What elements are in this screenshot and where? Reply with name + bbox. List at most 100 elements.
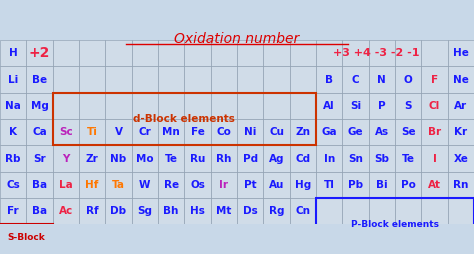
Text: Pt: Pt	[244, 180, 256, 190]
Text: Mt: Mt	[216, 206, 231, 216]
Bar	[210, 40, 237, 67]
Bar	[237, 172, 264, 198]
Text: La: La	[59, 180, 73, 190]
Text: Db: Db	[110, 206, 127, 216]
Text: S: S	[404, 101, 412, 111]
Bar	[27, 119, 53, 146]
Bar	[0, 198, 27, 225]
Bar	[369, 119, 395, 146]
Text: Pd: Pd	[243, 154, 258, 164]
Bar	[184, 40, 210, 67]
Bar	[447, 119, 474, 146]
Bar	[79, 40, 105, 67]
Text: Ta: Ta	[112, 180, 125, 190]
Bar	[237, 67, 264, 93]
Bar	[447, 172, 474, 198]
Text: Sg: Sg	[137, 206, 152, 216]
Bar	[210, 67, 237, 93]
Bar	[79, 93, 105, 119]
Text: Ne: Ne	[453, 75, 469, 85]
Bar	[395, 93, 421, 119]
Bar	[210, 93, 237, 119]
Text: Cn: Cn	[295, 206, 310, 216]
Bar	[132, 40, 158, 67]
Bar	[53, 67, 79, 93]
Bar	[264, 93, 290, 119]
Bar	[342, 119, 369, 146]
Text: At: At	[428, 180, 441, 190]
Text: W: W	[139, 180, 151, 190]
Bar	[184, 172, 210, 198]
Bar	[342, 67, 369, 93]
Bar	[447, 93, 474, 119]
Text: Te: Te	[164, 154, 178, 164]
Bar	[342, 146, 369, 172]
Bar	[316, 119, 342, 146]
Text: Kr: Kr	[454, 127, 467, 137]
Bar	[0, 146, 27, 172]
Bar	[210, 198, 237, 225]
Bar	[158, 198, 184, 225]
Text: Y: Y	[62, 154, 70, 164]
Bar	[184, 93, 210, 119]
Text: Zn: Zn	[295, 127, 310, 137]
Text: Sr: Sr	[33, 154, 46, 164]
Text: Hf: Hf	[85, 180, 99, 190]
Bar	[237, 146, 264, 172]
Text: K: K	[9, 127, 17, 137]
Bar	[132, 67, 158, 93]
Text: Cl: Cl	[429, 101, 440, 111]
Text: Sc: Sc	[59, 127, 73, 137]
Text: P-Block elements: P-Block elements	[351, 220, 439, 229]
Bar	[421, 119, 447, 146]
Text: Mn: Mn	[162, 127, 180, 137]
Text: Al: Al	[323, 101, 335, 111]
Text: Pb: Pb	[348, 180, 363, 190]
Bar	[210, 146, 237, 172]
Bar	[237, 93, 264, 119]
Bar	[158, 40, 184, 67]
Bar	[264, 172, 290, 198]
Bar	[105, 198, 132, 225]
Bar	[158, 146, 184, 172]
Text: F: F	[431, 75, 438, 85]
Text: Ca: Ca	[32, 127, 47, 137]
Bar	[53, 172, 79, 198]
Bar	[184, 119, 210, 146]
Bar	[27, 172, 53, 198]
Text: Na: Na	[5, 101, 21, 111]
Text: Ir: Ir	[219, 180, 228, 190]
Bar	[395, 198, 421, 225]
Bar	[264, 198, 290, 225]
Bar	[342, 172, 369, 198]
Bar	[132, 172, 158, 198]
Bar	[421, 40, 447, 67]
Bar	[421, 146, 447, 172]
Bar	[79, 172, 105, 198]
Bar	[105, 67, 132, 93]
Text: d-Block elements: d-Block elements	[133, 114, 235, 124]
Text: Re: Re	[164, 180, 179, 190]
Text: B: B	[325, 75, 333, 85]
Bar	[27, 40, 53, 67]
Bar	[132, 146, 158, 172]
Bar	[447, 40, 474, 67]
Text: Ge: Ge	[348, 127, 363, 137]
Bar	[264, 119, 290, 146]
Bar	[316, 172, 342, 198]
Text: Au: Au	[269, 180, 284, 190]
Text: Bh: Bh	[164, 206, 179, 216]
Bar	[210, 172, 237, 198]
Bar	[53, 119, 79, 146]
Bar	[316, 198, 474, 251]
Bar	[395, 119, 421, 146]
Text: Ba: Ba	[32, 206, 47, 216]
Bar	[105, 93, 132, 119]
Text: Fe: Fe	[191, 127, 204, 137]
Text: Sb: Sb	[374, 154, 389, 164]
Bar	[105, 40, 132, 67]
Bar	[342, 93, 369, 119]
Bar	[158, 93, 184, 119]
Bar	[369, 172, 395, 198]
Text: Se: Se	[401, 127, 416, 137]
